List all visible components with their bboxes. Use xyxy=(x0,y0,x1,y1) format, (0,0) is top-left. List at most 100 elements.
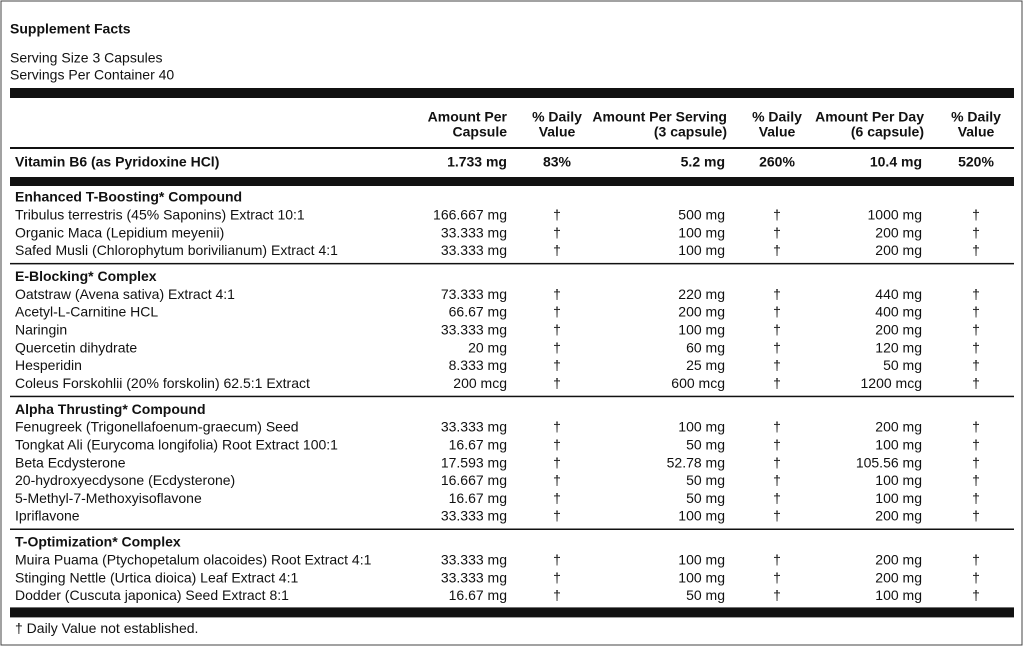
nutrient-cell: 16.67 mg xyxy=(449,437,507,453)
nutrient-cell: † xyxy=(773,286,781,302)
thin-rule xyxy=(10,395,1014,398)
nutrient-cell: † xyxy=(553,339,561,355)
column-header: (6 capsule) xyxy=(851,124,924,140)
nutrient-cell: † xyxy=(972,437,980,453)
nutrient-cell: 600 mcg xyxy=(671,375,725,391)
thick-rule xyxy=(10,607,1014,618)
column-header: % Daily xyxy=(951,109,1001,125)
nutrient-cell: 16.67 mg xyxy=(449,587,507,603)
servings-per-container: Servings Per Container 40 xyxy=(10,67,174,83)
section-title: E-Blocking* Complex xyxy=(15,268,157,284)
nutrient-cell: 1000 mg xyxy=(868,207,922,223)
nutrient-cell: 66.67 mg xyxy=(449,304,507,320)
nutrient-cell: † xyxy=(773,375,781,391)
nutrient-name: Naringin xyxy=(15,322,67,338)
thin-rule xyxy=(10,528,1014,530)
nutrient-cell: † xyxy=(553,224,561,240)
nutrient-name: Coleus Forskohlii (20% forskolin) 62.5:1… xyxy=(15,375,310,391)
nutrient-cell: 50 mg xyxy=(686,437,725,453)
nutrient-cell: 1200 mcg xyxy=(861,375,922,391)
nutrient-name: Ipriflavone xyxy=(15,508,80,524)
nutrient-cell: † xyxy=(553,322,561,338)
nutrient-cell: † xyxy=(972,304,980,320)
nutrient-cell: 52.78 mg xyxy=(667,454,725,470)
nutrient-cell: 100 mg xyxy=(875,437,922,453)
nutrient-cell: † xyxy=(553,552,561,568)
nutrient-cell: 100 mg xyxy=(678,224,725,240)
nutrient-cell: 100 mg xyxy=(678,552,725,568)
column-header: Value xyxy=(539,124,576,140)
nutrient-cell: 20 mg xyxy=(468,339,507,355)
nutrient-cell: 100 mg xyxy=(875,472,922,488)
nutrient-cell: 400 mg xyxy=(875,304,922,320)
nutrient-cell: † xyxy=(553,357,561,373)
nutrient-cell: † xyxy=(553,375,561,391)
thick-rule xyxy=(10,177,1014,186)
nutrient-name: Stinging Nettle (Urtica dioica) Leaf Ext… xyxy=(15,569,298,585)
nutrient-name: 5-Methyl-7-Methoxyisoflavone xyxy=(15,490,202,506)
nutrient-name: Acetyl-L-Carnitine HCL xyxy=(15,304,158,320)
nutrient-cell: † xyxy=(972,508,980,524)
nutrient-cell: 260% xyxy=(759,154,795,170)
nutrient-cell: † xyxy=(773,304,781,320)
nutrient-cell: † xyxy=(972,242,980,258)
thick-rule xyxy=(10,88,1014,98)
nutrient-cell: † xyxy=(972,587,980,603)
nutrient-cell: † xyxy=(972,357,980,373)
nutrient-cell: 200 mg xyxy=(875,508,922,524)
nutrient-cell: † xyxy=(972,569,980,585)
nutrient-cell: † xyxy=(972,286,980,302)
nutrient-cell: 200 mg xyxy=(875,224,922,240)
nutrient-cell: † xyxy=(972,207,980,223)
serving-size: Serving Size 3 Capsules xyxy=(10,50,163,66)
nutrient-cell: 1.733 mg xyxy=(447,154,507,170)
nutrient-cell: 73.333 mg xyxy=(441,286,507,302)
nutrient-cell: † xyxy=(972,454,980,470)
nutrient-cell: † xyxy=(553,419,561,435)
nutrient-cell: 200 mg xyxy=(875,552,922,568)
nutrient-cell: 16.67 mg xyxy=(449,490,507,506)
nutrient-cell: 83% xyxy=(543,154,572,170)
nutrient-cell: 120 mg xyxy=(875,339,922,355)
nutrient-cell: † xyxy=(773,472,781,488)
column-header: Amount Per Serving xyxy=(592,109,727,125)
column-header: Amount Per Day xyxy=(815,109,924,125)
title: Supplement Facts xyxy=(10,21,131,37)
nutrient-cell: † xyxy=(972,419,980,435)
nutrient-cell: 166.667 mg xyxy=(433,207,507,223)
column-header: % Daily xyxy=(752,109,802,125)
nutrient-cell: 5.2 mg xyxy=(681,154,725,170)
nutrient-cell: 10.4 mg xyxy=(870,154,922,170)
nutrient-cell: † xyxy=(773,339,781,355)
nutrient-cell: 100 mg xyxy=(678,419,725,435)
nutrient-cell: † xyxy=(553,472,561,488)
section-title: T-Optimization* Complex xyxy=(15,534,181,550)
nutrient-cell: † xyxy=(972,224,980,240)
nutrient-cell: † xyxy=(553,437,561,453)
nutrient-cell: † xyxy=(773,508,781,524)
nutrient-cell: 16.667 mg xyxy=(441,472,507,488)
nutrient-cell: 220 mg xyxy=(678,286,725,302)
nutrient-cell: † xyxy=(553,286,561,302)
section-title: Enhanced T-Boosting* Compound xyxy=(15,189,242,205)
nutrient-cell: † xyxy=(773,587,781,603)
nutrient-cell: † xyxy=(972,490,980,506)
nutrient-name: Beta Ecdysterone xyxy=(15,454,126,470)
nutrient-cell: 17.593 mg xyxy=(441,454,507,470)
nutrient-cell: 8.333 mg xyxy=(449,357,507,373)
nutrient-cell: 33.333 mg xyxy=(441,419,507,435)
nutrient-name: Fenugreek (Trigonellafoenum-graecum) See… xyxy=(15,419,299,435)
nutrient-cell: † xyxy=(553,490,561,506)
nutrient-cell: † xyxy=(972,322,980,338)
nutrient-cell: 200 mg xyxy=(678,304,725,320)
nutrient-cell: † xyxy=(553,508,561,524)
nutrient-cell: † xyxy=(773,437,781,453)
nutrient-cell: 25 mg xyxy=(686,357,725,373)
nutrient-cell: 100 mg xyxy=(875,587,922,603)
nutrient-cell: † xyxy=(972,552,980,568)
nutrient-cell: 200 mg xyxy=(875,419,922,435)
section-title: Alpha Thrusting* Compound xyxy=(15,401,206,417)
nutrient-cell: 100 mg xyxy=(678,242,725,258)
thin-rule xyxy=(10,262,1014,265)
nutrient-name: 20-hydroxyecdysone (Ecdysterone) xyxy=(15,472,235,488)
